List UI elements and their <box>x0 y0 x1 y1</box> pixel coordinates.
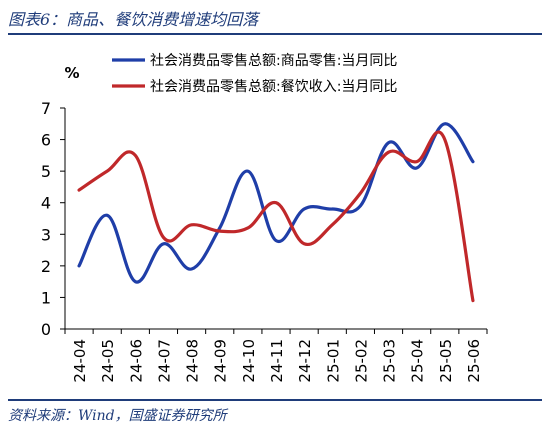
y-tick-label: 1 <box>41 288 51 307</box>
y-tick-label: 4 <box>41 194 51 213</box>
x-tick-label: 25-01 <box>324 339 342 383</box>
y-tick-label: 3 <box>41 225 51 244</box>
source-note: 资料来源：Wind，国盛证券研究所 <box>8 408 227 424</box>
legend-label-1: 社会消费品零售总额:商品零售:当月同比 <box>150 53 397 69</box>
x-tick-label: 24-04 <box>71 339 89 383</box>
y-tick-label: 5 <box>41 162 51 181</box>
y-tick-label: 7 <box>41 99 51 118</box>
x-tick-label: 24-07 <box>155 339 173 383</box>
y-axis-unit-label: % <box>64 64 79 82</box>
x-tick-label: 24-05 <box>99 339 117 383</box>
x-tick-label: 25-04 <box>409 339 427 383</box>
series-line-2 <box>77 130 475 303</box>
title-divider <box>8 33 542 35</box>
x-tick-label: 24-08 <box>184 339 202 383</box>
x-tick-label: 24-06 <box>127 339 145 383</box>
line-chart: % 社会消费品零售总额:商品零售:当月同比社会消费品零售总额:餐饮收入:当月同比… <box>41 53 488 383</box>
axes: 0 1 2 3 4 5 6 7 24-04 24-05 24-06 24-07 24-08 24-09 24… <box>41 99 488 383</box>
legend-label-2: 社会消费品零售总额:餐饮收入:当月同比 <box>150 79 397 95</box>
series-layer <box>77 122 475 303</box>
x-tick-label: 25-02 <box>352 339 370 383</box>
x-tick-label: 24-09 <box>212 339 230 383</box>
y-tick-label: 0 <box>41 320 51 339</box>
y-tick-label: 2 <box>41 257 51 276</box>
x-tick-label: 25-06 <box>465 339 483 383</box>
x-tick-label: 24-11 <box>268 339 286 383</box>
x-tick-label: 24-12 <box>296 339 314 383</box>
x-tick-label: 25-03 <box>381 339 399 383</box>
y-tick-label: 6 <box>41 131 51 150</box>
x-tick-label: 24-10 <box>240 339 258 383</box>
footer-divider <box>8 399 542 401</box>
x-tick-label: 25-05 <box>437 339 455 383</box>
chart-title: 图表6：商品、餐饮消费增速均回落 <box>8 10 259 29</box>
